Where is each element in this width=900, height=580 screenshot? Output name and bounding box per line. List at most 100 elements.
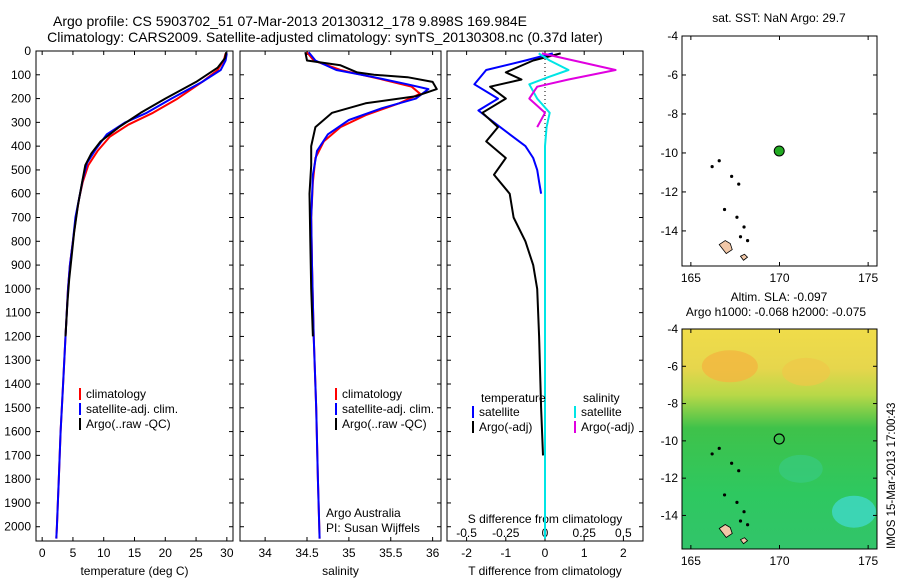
island	[745, 239, 750, 243]
temperature-panel: 0100200300400500600700800900100011001200…	[4, 44, 234, 578]
legend-label: Argo(..raw -QC)	[342, 417, 427, 431]
y-tick-label: -8	[667, 107, 678, 121]
x-tick-label: 175	[858, 554, 878, 568]
x-axis-label: salinity	[322, 564, 359, 578]
series-line	[473, 52, 554, 194]
x-tick-label: 10	[97, 546, 111, 560]
island	[730, 174, 734, 178]
y-tick-label: 1000	[4, 282, 31, 296]
x-tick-label: -1	[500, 546, 511, 560]
sst-map-panel: sat. SST: NaN Argo: 29.7 165 170 175 -4 -6 -8 -…	[661, 11, 879, 285]
x-tick-label: 30	[220, 546, 234, 560]
y-tick-label: 1500	[4, 401, 31, 415]
legend-label: satellite-adj. clim.	[342, 402, 434, 416]
x-tick-label: 34.5	[295, 546, 319, 560]
x-tick-label: 1	[581, 546, 588, 560]
y-tick-label: 1300	[4, 353, 31, 367]
float-marker	[773, 433, 785, 445]
island	[735, 500, 739, 504]
sla-map-title: Altim. SLA: -0.097	[731, 290, 828, 304]
island	[722, 493, 727, 497]
y-tick-label: 500	[11, 163, 31, 177]
y-tick-label: -4	[667, 322, 678, 336]
series-line	[304, 51, 438, 337]
x-tick-label: 36	[426, 546, 440, 560]
x-tick-label: 175	[858, 271, 878, 285]
legend-label: satellite	[479, 405, 520, 419]
x-tick-label: 2	[620, 546, 627, 560]
y-tick-label: -12	[661, 471, 679, 485]
y-tick-label: 2000	[4, 520, 31, 534]
y-tick-label: 200	[11, 92, 31, 106]
imos-stamp: IMOS 15-Mar-2013 17:00:43	[886, 403, 898, 549]
series-line	[481, 52, 561, 456]
y-tick-label: -10	[661, 146, 679, 160]
sla-map-subtitle: Argo h1000: -0.068 h2000: -0.075	[686, 305, 866, 319]
top-tick-label: -0.5	[456, 526, 477, 540]
island	[742, 510, 746, 514]
panel-annotation: Argo Australia	[326, 506, 401, 520]
series-line	[528, 52, 617, 128]
y-tick-label: 0	[24, 44, 31, 58]
y-tick-label: -14	[661, 224, 679, 238]
island	[742, 225, 746, 229]
x-tick-label: 170	[769, 554, 789, 568]
x-axis-label: temperature (deg C)	[80, 564, 188, 578]
sla-high-blob	[782, 357, 831, 386]
x-tick-label: 25	[189, 546, 203, 560]
series-line	[55, 53, 228, 539]
island	[737, 469, 741, 473]
panel-annotation: PI: Susan Wijffels	[326, 521, 420, 535]
y-tick-label: 600	[11, 187, 31, 201]
island-santo	[718, 524, 733, 539]
y-tick-label: 1400	[4, 377, 31, 391]
x-tick-label: 20	[159, 546, 173, 560]
legend-title: salinity	[583, 391, 620, 405]
y-tick-label: 1700	[4, 448, 31, 462]
y-tick-label: 800	[11, 234, 31, 248]
x-tick-label: 15	[128, 546, 142, 560]
sst-map-title: sat. SST: NaN Argo: 29.7	[712, 11, 846, 25]
series-line	[528, 52, 570, 539]
y-tick-label: -6	[667, 359, 678, 373]
series-line	[64, 52, 228, 337]
x-tick-label: 35.5	[379, 546, 403, 560]
legend-label: climatology	[86, 387, 146, 401]
legend-label: satellite-adj. clim.	[86, 402, 178, 416]
island	[745, 523, 750, 527]
x-tick-label: 170	[769, 271, 789, 285]
plot-frame	[239, 50, 442, 542]
y-tick-label: 1900	[4, 496, 31, 510]
y-tick-label: 1800	[4, 472, 31, 486]
x-tick-label: 0	[542, 546, 549, 560]
island	[738, 235, 743, 239]
legend-label: Argo(-adj)	[581, 420, 634, 434]
island-malekula	[739, 537, 749, 545]
y-tick-label: -14	[661, 508, 679, 522]
x-tick-label: 165	[681, 554, 701, 568]
legend-label: Argo(-adj)	[479, 420, 532, 434]
salinity-panel: 34 34.5 35 35.5 36 salinity climatologysatelli…	[239, 50, 442, 578]
legend-label: Argo(..raw -QC)	[86, 417, 171, 431]
top-tick-label: 0.5	[615, 526, 632, 540]
y-tick-label: -4	[667, 29, 678, 43]
x-tick-label: 5	[70, 546, 77, 560]
x-tick-label: 165	[681, 271, 701, 285]
sla-low-blob	[831, 495, 876, 528]
legend-label: climatology	[342, 387, 402, 401]
plot-frame	[35, 50, 234, 542]
y-tick-label: -10	[661, 434, 679, 448]
figure-title-line2: Climatology: CARS2009. Satellite-adjuste…	[47, 29, 603, 45]
y-tick-label: -6	[667, 68, 678, 82]
y-tick-label: 900	[11, 258, 31, 272]
y-tick-label: 300	[11, 115, 31, 129]
island	[710, 452, 714, 456]
x-tick-label: 35	[342, 546, 356, 560]
y-tick-label: 1600	[4, 425, 31, 439]
island-malekula	[739, 253, 749, 261]
series-line	[307, 51, 430, 539]
legend-label: satellite	[581, 405, 622, 419]
y-tick-label: 1200	[4, 329, 31, 343]
